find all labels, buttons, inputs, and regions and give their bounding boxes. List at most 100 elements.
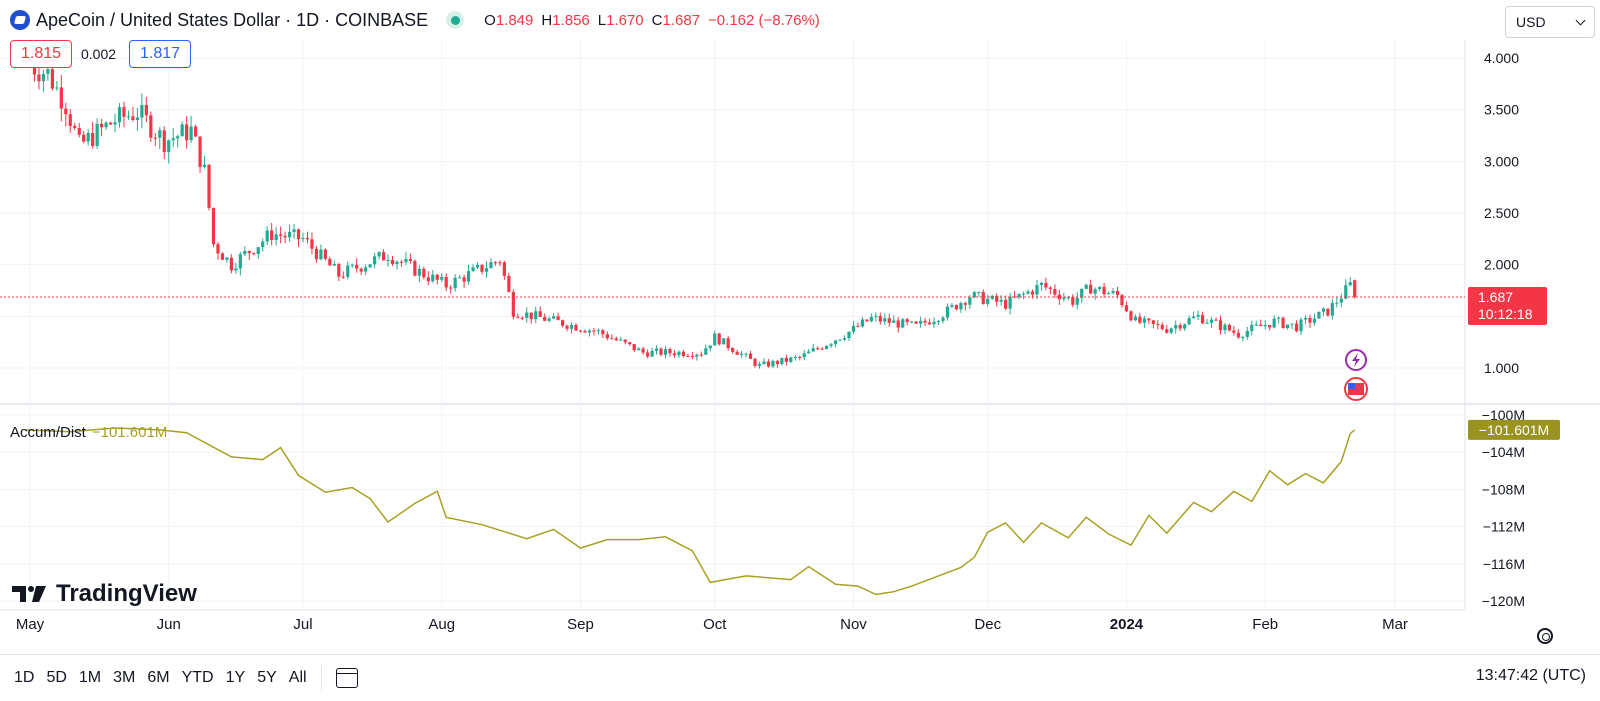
candle-body <box>1080 288 1084 298</box>
candle-body <box>296 229 301 240</box>
candle-body <box>158 130 162 138</box>
range-button-3m[interactable]: 3M <box>113 669 136 686</box>
candle-body <box>1205 322 1209 324</box>
settings-gear-icon[interactable] <box>1537 628 1553 644</box>
candle-body <box>386 259 390 261</box>
indicator-legend[interactable]: Accum/Dist −101.601M <box>10 424 167 441</box>
range-button-1d[interactable]: 1D <box>14 669 35 686</box>
ad-tick-label: −116M <box>1483 556 1525 572</box>
currency-select[interactable]: USD <box>1505 6 1595 38</box>
market-status-icon[interactable] <box>446 11 465 29</box>
candle-body <box>404 259 408 263</box>
candle-body <box>762 361 766 365</box>
candle-body <box>1098 286 1102 290</box>
chart-grid <box>0 40 1600 611</box>
candle-body <box>851 325 856 332</box>
candle-body <box>690 355 694 357</box>
candle-body <box>493 262 498 264</box>
candle-body <box>1160 324 1164 330</box>
candle-body <box>583 331 587 333</box>
candle-body <box>1335 302 1339 304</box>
ad-tick-label: −100M <box>1482 407 1525 423</box>
candle-body <box>328 258 332 266</box>
candle-body <box>193 126 198 137</box>
candle-body <box>525 312 529 318</box>
candle-body <box>892 320 896 323</box>
candle-body <box>341 276 345 278</box>
candle-body <box>798 356 802 358</box>
candle-body <box>1232 330 1236 333</box>
ad-tick-label: −108M <box>1482 481 1525 497</box>
candle-body <box>708 345 712 349</box>
candle-body <box>681 351 686 356</box>
candle-body <box>314 248 319 260</box>
candle-body <box>731 348 735 352</box>
candle-body <box>1218 320 1223 331</box>
sell-price-button[interactable]: 1.815 <box>10 40 72 68</box>
candle-body <box>292 229 296 232</box>
range-button-5d[interactable]: 5D <box>46 669 67 686</box>
candle-body <box>999 299 1003 302</box>
close-label: C <box>651 11 663 29</box>
price-chart-canvas[interactable]: 4.000 3.500 3.000 2.500 2.000 1.000 −100M −104M… <box>0 0 1600 654</box>
range-button-5y[interactable]: 5Y <box>257 669 277 686</box>
tradingview-logo[interactable]: TradingView <box>12 580 197 608</box>
candle-body <box>820 348 824 350</box>
candle-body <box>569 324 574 329</box>
candle-body <box>59 87 63 109</box>
candle-body <box>619 339 623 341</box>
range-button-1y[interactable]: 1Y <box>225 669 246 686</box>
candle-body <box>1236 332 1240 338</box>
candle-body <box>55 87 59 89</box>
candle-body <box>1187 318 1191 325</box>
clock[interactable]: 13:47:42 (UTC) <box>1475 667 1586 684</box>
candle-body <box>869 316 873 322</box>
candle-body <box>816 348 820 350</box>
ad-value-badge <box>1468 419 1560 440</box>
candle-body <box>507 275 511 292</box>
candle-body <box>986 298 990 304</box>
accum-dist-line <box>25 427 1356 596</box>
candle-body <box>1004 299 1008 309</box>
calendar-icon[interactable] <box>335 668 358 688</box>
candle-body <box>543 316 547 321</box>
candle-body <box>950 305 954 307</box>
candle-body <box>1084 284 1088 289</box>
candle-body <box>1071 297 1075 305</box>
candle-body <box>739 353 744 355</box>
time-tick-label: Jul <box>293 616 312 633</box>
candle-body <box>180 124 184 137</box>
candle-body <box>149 115 153 138</box>
low-label: L <box>597 11 607 29</box>
range-button-all[interactable]: All <box>288 669 307 686</box>
candle-body <box>431 274 435 282</box>
buy-price-button[interactable]: 1.817 <box>129 40 191 68</box>
symbol-title[interactable]: ApeCoin / United States Dollar · 1D · CO… <box>36 9 429 30</box>
candle-body <box>475 264 480 268</box>
range-button-6m[interactable]: 6M <box>147 669 170 686</box>
candle-body <box>910 321 914 323</box>
candle-body <box>1039 282 1044 285</box>
candle-body <box>220 253 225 260</box>
symbol-header[interactable]: ApeCoin / United States Dollar · 1D · CO… <box>10 8 820 32</box>
candle-body <box>637 348 641 351</box>
price-tick-label: 2.500 <box>1484 205 1519 221</box>
range-button-1m[interactable]: 1M <box>78 669 102 686</box>
candle-body <box>1151 320 1155 324</box>
candle-body <box>1353 280 1357 298</box>
candle-body <box>829 344 833 346</box>
ad-tick-label: −104M <box>1482 444 1525 460</box>
candle-body <box>865 319 869 322</box>
candle-body <box>1066 297 1070 299</box>
candle-body <box>211 207 216 245</box>
time-tick-label: Feb <box>1252 616 1278 633</box>
candle-body <box>780 357 784 365</box>
candle-body <box>100 123 104 128</box>
candle-body <box>332 264 336 266</box>
ad-tick-label: −120M <box>1482 593 1525 609</box>
candle-body <box>422 268 426 278</box>
range-button-ytd[interactable]: YTD <box>181 669 214 686</box>
apecoin-icon <box>10 10 30 30</box>
candle-body <box>135 117 140 120</box>
candle-body <box>32 65 37 75</box>
